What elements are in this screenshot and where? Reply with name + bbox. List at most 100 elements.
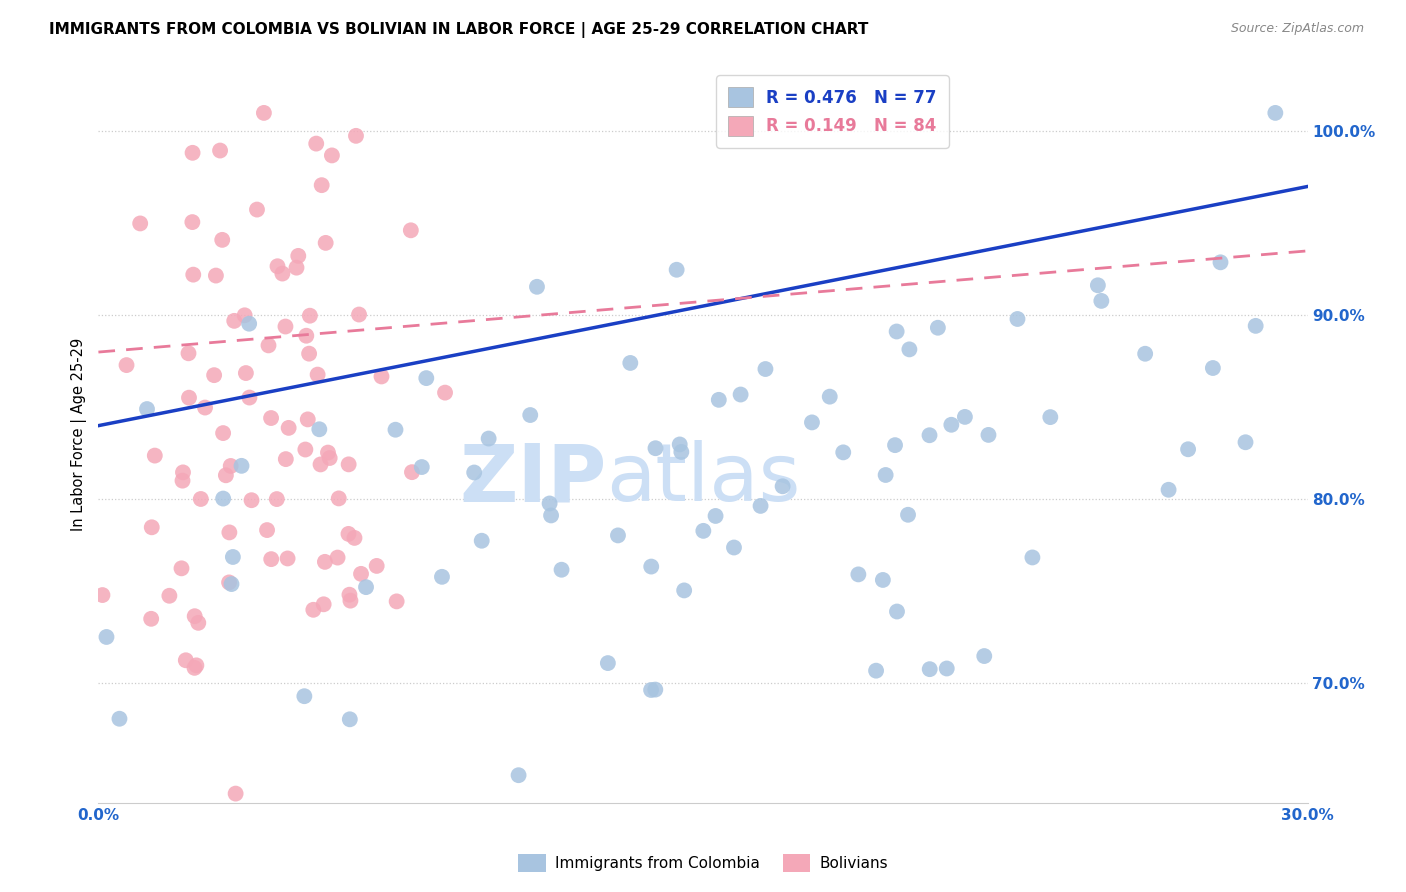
Point [212, 426, 235, 441]
Point [673, 583, 696, 598]
Point [183, 609, 205, 624]
Point [1209, 255, 1232, 269]
Point [172, 466, 194, 480]
Point [202, 368, 225, 383]
Point [430, 570, 453, 584]
Point [218, 575, 240, 590]
Point [187, 615, 209, 630]
Point [339, 712, 361, 726]
Point [177, 391, 200, 405]
Point [411, 460, 433, 475]
Point [186, 658, 208, 673]
Point [366, 558, 388, 573]
Point [384, 423, 406, 437]
Point [311, 178, 333, 193]
Point [385, 594, 408, 608]
Point [316, 445, 339, 459]
Point [370, 369, 392, 384]
Point [665, 262, 688, 277]
Point [194, 401, 217, 415]
Point [1021, 550, 1043, 565]
Point [225, 787, 247, 801]
Point [302, 603, 325, 617]
Legend: R = 0.476   N = 77, R = 0.149   N = 84: R = 0.476 N = 77, R = 0.149 N = 84 [717, 75, 949, 147]
Point [1177, 442, 1199, 457]
Point [337, 527, 360, 541]
Point [292, 689, 315, 703]
Point [977, 428, 1000, 442]
Point [209, 144, 232, 158]
Y-axis label: In Labor Force | Age 25-29: In Labor Force | Age 25-29 [72, 338, 87, 532]
Point [190, 491, 212, 506]
Point [865, 664, 887, 678]
Point [344, 128, 367, 143]
Point [415, 371, 437, 385]
Point [471, 533, 494, 548]
Point [170, 561, 193, 575]
Point [297, 412, 319, 426]
Point [1157, 483, 1180, 497]
Point [308, 422, 330, 436]
Point [434, 385, 457, 400]
Point [238, 317, 260, 331]
Point [347, 308, 370, 322]
Point [141, 612, 163, 626]
Point [607, 528, 630, 542]
Point [305, 136, 328, 151]
Point [1133, 347, 1156, 361]
Point [253, 106, 276, 120]
Point [260, 411, 283, 425]
Point [307, 368, 329, 382]
Point [1007, 312, 1029, 326]
Point [519, 408, 541, 422]
Point [295, 328, 318, 343]
Text: ZIP: ZIP [458, 440, 606, 518]
Point [266, 492, 288, 507]
Point [157, 589, 180, 603]
Point [235, 366, 257, 380]
Point [875, 467, 897, 482]
Point [644, 441, 666, 455]
Point [274, 319, 297, 334]
Point [1244, 318, 1267, 333]
Point [1039, 410, 1062, 425]
Point [897, 508, 920, 522]
Point [1202, 361, 1225, 376]
Point [246, 202, 269, 217]
Point [240, 493, 263, 508]
Point [108, 712, 131, 726]
Point [540, 508, 562, 523]
Point [141, 520, 163, 534]
Point [463, 466, 485, 480]
Point [953, 409, 976, 424]
Point [886, 605, 908, 619]
Point [129, 216, 152, 230]
Point [96, 630, 118, 644]
Point [1087, 278, 1109, 293]
Point [399, 223, 422, 237]
Point [872, 573, 894, 587]
Point [222, 549, 245, 564]
Point [526, 280, 548, 294]
Point [181, 215, 204, 229]
Point [224, 314, 246, 328]
Point [177, 346, 200, 360]
Point [172, 474, 194, 488]
Point [749, 499, 772, 513]
Point [285, 260, 308, 275]
Point [884, 438, 907, 452]
Point [174, 653, 197, 667]
Point [315, 235, 337, 250]
Point [918, 662, 941, 676]
Point [266, 259, 288, 273]
Point [538, 496, 561, 510]
Point [218, 525, 240, 540]
Text: atlas: atlas [606, 440, 800, 518]
Text: IMMIGRANTS FROM COLOMBIA VS BOLIVIAN IN LABOR FORCE | AGE 25-29 CORRELATION CHAR: IMMIGRANTS FROM COLOMBIA VS BOLIVIAN IN … [49, 22, 869, 38]
Point [309, 458, 332, 472]
Point [707, 392, 730, 407]
Point [143, 449, 166, 463]
Point [800, 416, 823, 430]
Point [848, 567, 870, 582]
Point [328, 491, 350, 506]
